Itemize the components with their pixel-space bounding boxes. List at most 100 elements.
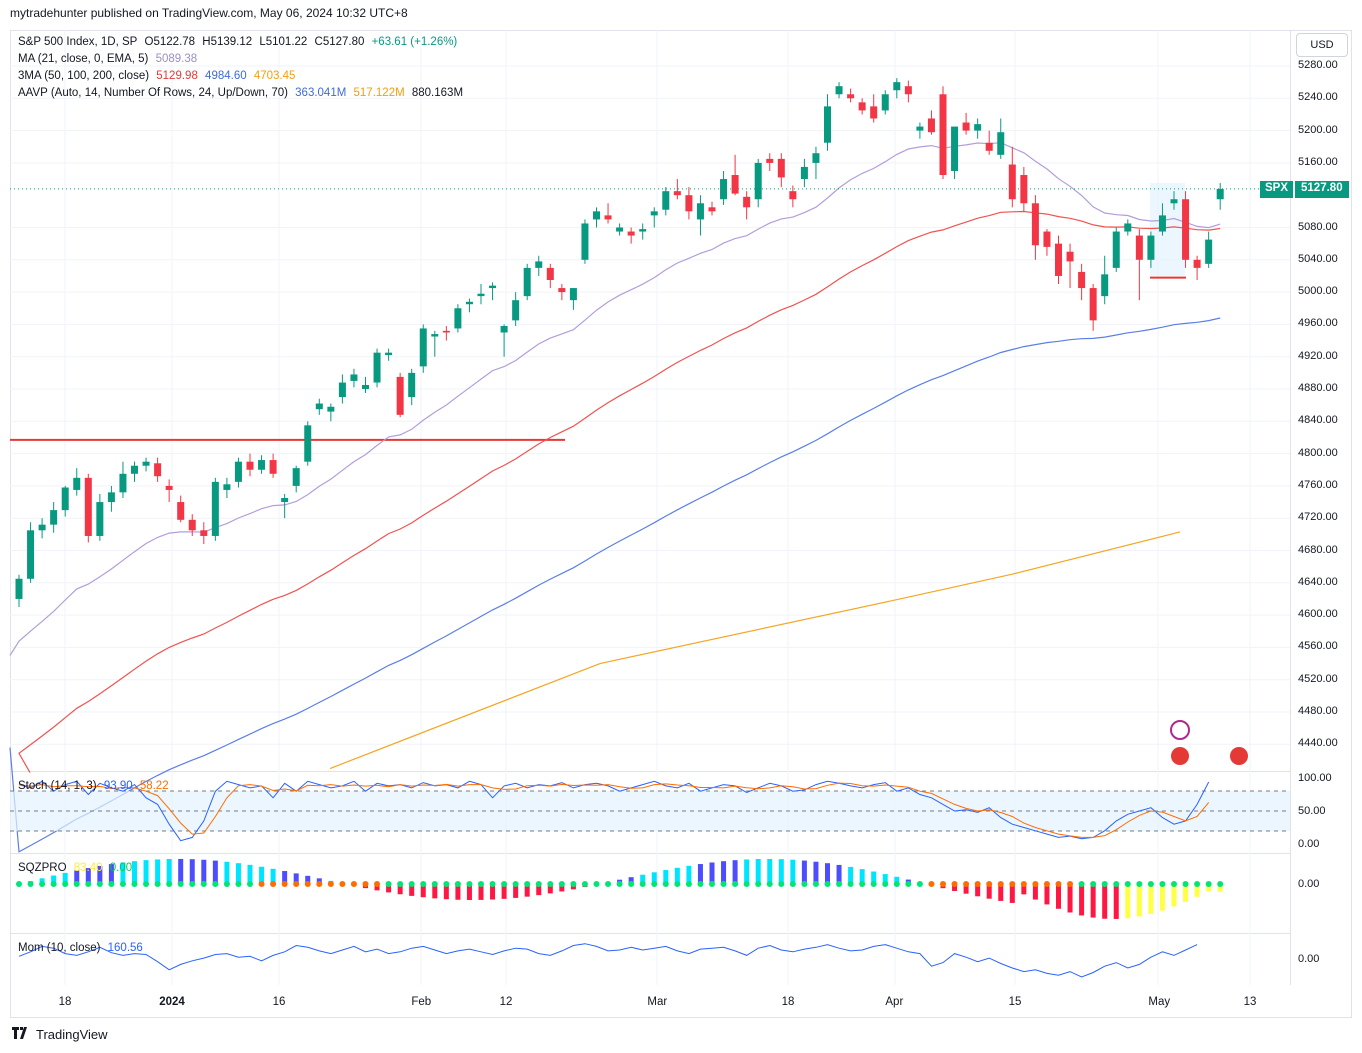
candle-body <box>385 352 393 356</box>
currency-button[interactable]: USD <box>1296 33 1348 57</box>
publish-line: mytradehunter published on TradingView.c… <box>10 6 408 20</box>
sqz-dot <box>362 881 369 887</box>
sqz-histogram-bar <box>455 884 461 900</box>
sqz-histogram-bar <box>189 859 195 884</box>
candle-body <box>1020 175 1028 204</box>
sqz-histogram-bar <box>848 866 854 884</box>
candle-body <box>1031 203 1039 246</box>
sqz-dot <box>189 881 196 887</box>
sqz-histogram-bar <box>755 859 761 884</box>
stoch-axis-100: 100.00 <box>1298 772 1332 784</box>
candle-body <box>211 481 219 536</box>
sqz-value-1: 83.40 <box>73 862 103 874</box>
candle-body <box>350 374 358 381</box>
ma-label[interactable]: MA (21, close, 0, EMA, 5) <box>18 53 149 65</box>
sqz-dot <box>755 881 762 887</box>
sqz-dot <box>350 881 357 887</box>
sqz-histogram-bar <box>894 876 900 884</box>
candle-body <box>1043 231 1051 247</box>
mom-label[interactable]: Mom (10, close) <box>18 942 101 954</box>
sqz-histogram-bar <box>432 884 438 899</box>
sqz-histogram-bar <box>836 864 842 884</box>
candle-body <box>327 406 335 412</box>
legend-3ma-row[interactable]: 3MA (50, 100, 200, close) 5129.98 4984.6… <box>18 68 467 85</box>
sqz-histogram-bar <box>1102 884 1108 919</box>
time-axis-label: 12 <box>499 996 513 1008</box>
sqz-histogram-bar <box>120 862 126 884</box>
candle-body <box>870 106 878 119</box>
sqz-dot <box>108 881 115 887</box>
candle-body <box>604 215 612 220</box>
price-axis-label: 5080.00 <box>1298 220 1338 233</box>
main-legend: S&P 500 Index, 1D, SP O5122.78 H5139.12 … <box>18 34 467 102</box>
sqz-histogram-bar <box>721 861 727 884</box>
stoch-label[interactable]: Stoch (14, 1, 3) <box>18 780 97 792</box>
legend-aavp-row[interactable]: AAVP (Auto, 14, Number Of Rows, 24, Up/D… <box>18 85 467 102</box>
price-axis-label: 4640.00 <box>1298 575 1338 588</box>
sqz-dot <box>293 881 300 887</box>
candle-body <box>142 461 150 466</box>
candle-body <box>1182 199 1190 260</box>
candle-body <box>766 158 774 163</box>
stoch-legend[interactable]: Stoch (14, 1, 3) 93.90 58.22 <box>18 778 173 795</box>
sqz-legend[interactable]: SQZPRO 83.40 0.00 <box>18 860 136 877</box>
candle-body <box>396 376 404 415</box>
mom-legend[interactable]: Mom (10, close) 160.56 <box>18 940 147 957</box>
candle-body <box>708 207 716 212</box>
sqz-dot <box>235 881 242 887</box>
sqz-histogram-bar <box>224 861 230 884</box>
candle-body <box>1055 243 1062 276</box>
price-change: +63.61 (+1.26%) <box>371 36 458 48</box>
sqz-dot <box>789 881 796 887</box>
aavp-label[interactable]: AAVP (Auto, 14, Number Of Rows, 24, Up/D… <box>18 87 288 99</box>
sqz-histogram-bar <box>420 884 426 898</box>
sqz-histogram-bar <box>212 860 218 884</box>
sqz-histogram-bar <box>640 874 646 884</box>
sqz-histogram-bar <box>1067 884 1073 913</box>
price-axis-label: 4720.00 <box>1298 511 1338 524</box>
tradingview-brand[interactable]: TradingView <box>12 1027 108 1042</box>
candle-body <box>281 498 289 503</box>
candle-body <box>50 510 58 525</box>
symbol-title[interactable]: S&P 500 Index, 1D, SP <box>18 36 138 48</box>
sqz-dot <box>986 881 993 887</box>
sqz-dot <box>709 881 715 887</box>
ma200-line <box>329 531 1181 770</box>
sqz-dot <box>16 881 22 887</box>
sqz-histogram-bar <box>1009 884 1015 903</box>
mom-axis-0: 0.00 <box>1298 953 1320 965</box>
sqz-histogram-bar <box>801 860 807 884</box>
sqz-dot <box>1182 881 1189 887</box>
sqz-histogram-bar <box>674 867 680 884</box>
candle-body <box>662 191 670 210</box>
sqz-dot <box>916 881 923 887</box>
sqz-dot <box>62 881 69 887</box>
price-axis-label: 5000.00 <box>1298 285 1338 298</box>
candle-body <box>627 231 635 236</box>
price-axis-label: 5240.00 <box>1298 91 1338 104</box>
last-price-tag: SPX 5127.80 <box>1260 181 1349 198</box>
candle-body <box>904 86 912 95</box>
legend-symbol-row[interactable]: S&P 500 Index, 1D, SP O5122.78 H5139.12 … <box>18 34 467 51</box>
time-axis-label: 16 <box>272 996 286 1008</box>
candle-body <box>939 94 947 176</box>
candle-body <box>1158 215 1166 232</box>
sqz-axis-0: 0.00 <box>1298 878 1320 890</box>
sqz-dot <box>732 881 739 887</box>
candle-body <box>223 484 231 490</box>
price-axis-label: 4760.00 <box>1298 478 1338 491</box>
sqz-dot <box>974 881 981 887</box>
sqz-label[interactable]: SQZPRO <box>18 862 67 874</box>
sqz-dot <box>177 881 184 887</box>
candle-body <box>258 460 266 470</box>
tma-label[interactable]: 3MA (50, 100, 200, close) <box>18 70 150 82</box>
legend-ma-row[interactable]: MA (21, close, 0, EMA, 5) 5089.38 <box>18 51 467 68</box>
sqz-dot <box>743 881 750 887</box>
ma100-line <box>9 317 1221 853</box>
candle-body <box>974 124 982 131</box>
sqz-value-2: 0.00 <box>109 862 133 874</box>
candle-body <box>315 403 323 410</box>
candle-body <box>824 106 831 143</box>
candle-body <box>720 179 728 200</box>
